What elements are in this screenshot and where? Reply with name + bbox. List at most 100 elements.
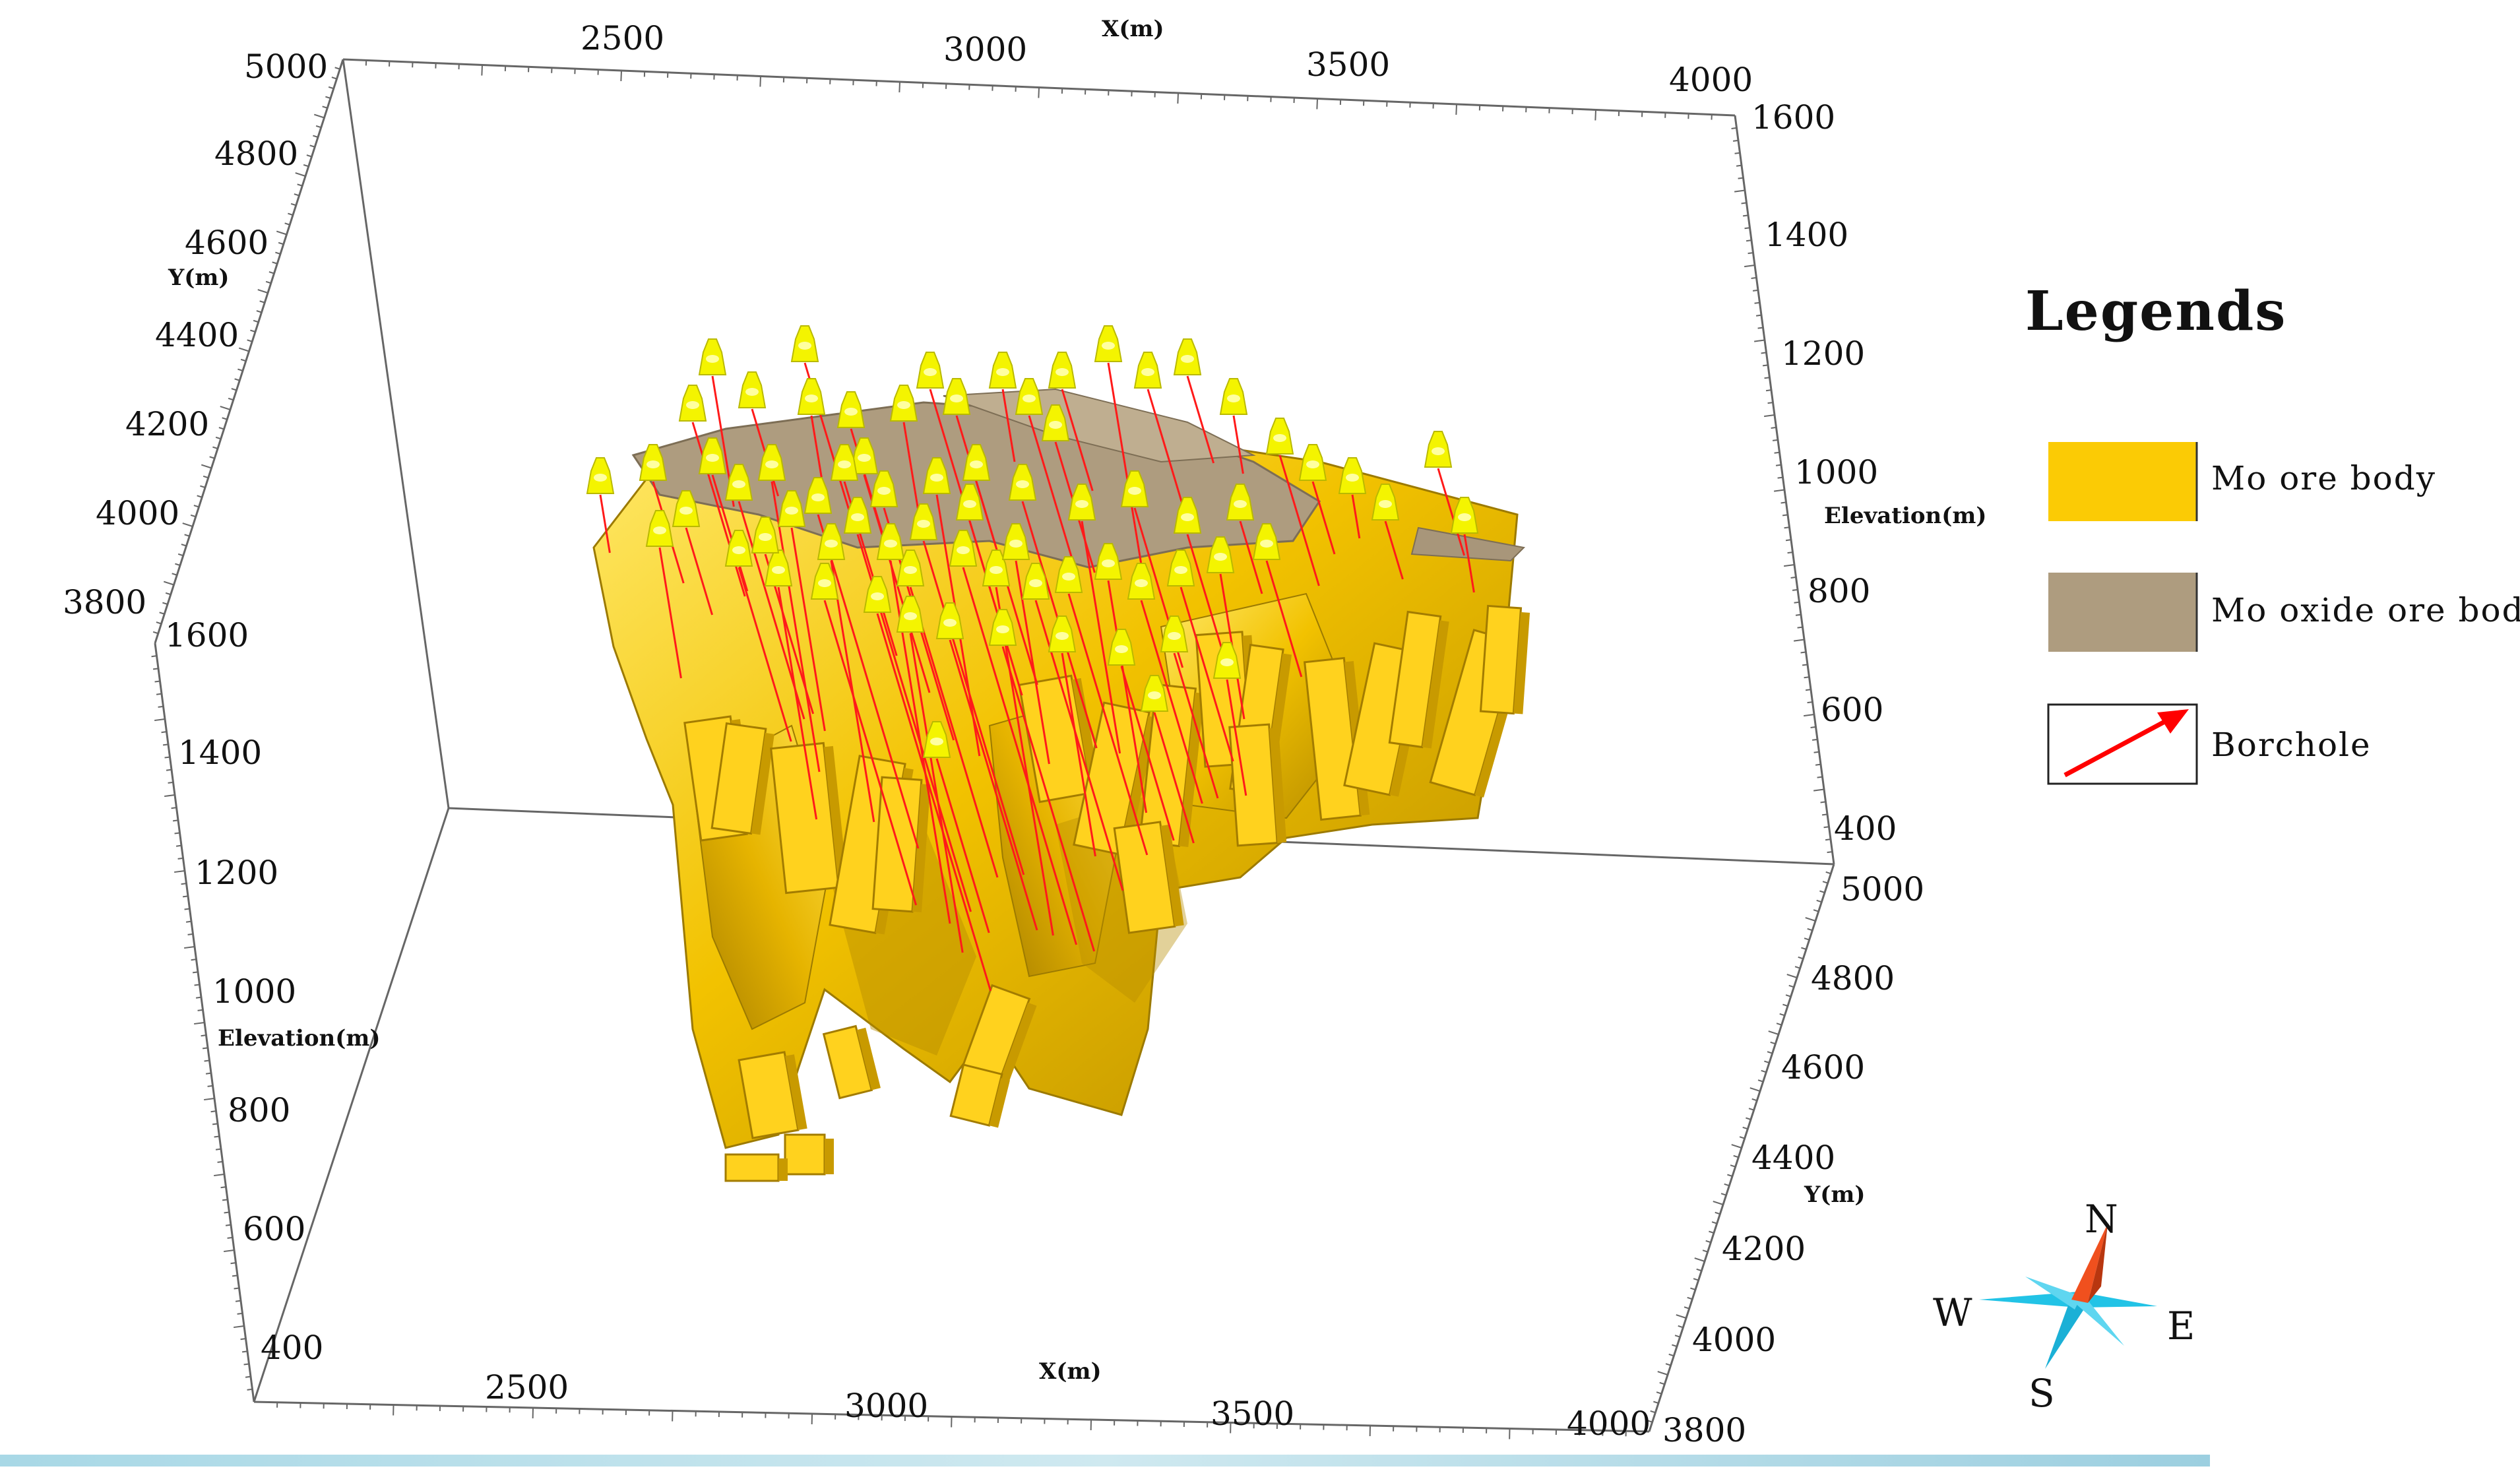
frame-tick bbox=[173, 820, 178, 821]
drill-collar-highlight bbox=[1220, 658, 1234, 666]
drill-collar-highlight bbox=[1135, 579, 1148, 587]
frame-tick bbox=[899, 82, 900, 92]
frame-tick bbox=[178, 554, 183, 555]
frame-tick bbox=[181, 544, 187, 546]
frame-tick bbox=[1758, 1080, 1763, 1081]
drill-collar-highlight bbox=[957, 546, 970, 554]
z-tick-label-right: 1600 bbox=[1751, 98, 1835, 137]
drill-collar-highlight bbox=[1023, 394, 1036, 402]
drill-collar-highlight bbox=[646, 460, 660, 468]
frame-tick bbox=[197, 495, 203, 497]
frame-tick bbox=[1804, 714, 1814, 716]
frame-tick bbox=[1651, 1411, 1656, 1412]
z-tick-label-left: 1200 bbox=[195, 854, 278, 892]
x-tick-label-top: 2500 bbox=[581, 19, 664, 57]
frame-tick bbox=[1690, 1288, 1695, 1290]
frame-tick bbox=[222, 418, 228, 419]
frame-tick bbox=[1456, 104, 1457, 115]
frame-tick bbox=[1746, 1118, 1751, 1120]
frame-tick bbox=[1712, 1222, 1717, 1223]
frame-tick bbox=[1806, 689, 1811, 690]
x-tick-label-bottom: 2500 bbox=[485, 1368, 569, 1406]
frame-tick bbox=[1754, 340, 1765, 342]
frame-tick bbox=[1706, 1241, 1711, 1242]
frame-tick bbox=[1806, 918, 1815, 921]
frame-tick bbox=[1774, 490, 1784, 491]
z-tick-label-left: 400 bbox=[261, 1329, 323, 1367]
drill-collar-highlight bbox=[1075, 500, 1088, 508]
frame-tick bbox=[188, 934, 193, 935]
frame-tick bbox=[160, 612, 165, 614]
frame-tick bbox=[1804, 938, 1810, 939]
frame-tick bbox=[316, 126, 321, 127]
frame-tick bbox=[175, 833, 180, 834]
frame-tick bbox=[1734, 1156, 1739, 1157]
frame-tick bbox=[1595, 110, 1596, 121]
frame-tick bbox=[1787, 974, 1797, 978]
frame-tick bbox=[196, 997, 201, 998]
legend-swatch-mo-oxide bbox=[2048, 573, 2197, 652]
frame-tick bbox=[1672, 1345, 1677, 1346]
frame-tick bbox=[191, 515, 196, 517]
frame-tick bbox=[1727, 1175, 1732, 1176]
frame-tick bbox=[298, 184, 303, 185]
frame-tick bbox=[313, 136, 318, 137]
frame-tick bbox=[253, 321, 259, 322]
frame-tick bbox=[1771, 427, 1777, 428]
drill-collar-highlight bbox=[653, 526, 666, 534]
frame-tick bbox=[276, 232, 286, 235]
frame-tick bbox=[1697, 1269, 1702, 1271]
drill-collar-highlight bbox=[1181, 513, 1194, 521]
frame-tick bbox=[194, 505, 199, 507]
frame-tick bbox=[247, 340, 253, 341]
frame-tick bbox=[236, 1301, 241, 1302]
drill-collar-highlight bbox=[996, 368, 1009, 376]
frame-tick bbox=[1678, 1326, 1684, 1327]
frame-tick bbox=[332, 77, 337, 79]
frame-tick bbox=[1660, 1383, 1665, 1384]
y-axis-title-right: Y(m) bbox=[1804, 1182, 1865, 1208]
y-tick-label-left: 4200 bbox=[125, 405, 209, 443]
legend-label-mo-ore: Mo ore body bbox=[2211, 459, 2436, 497]
drill-collar-highlight bbox=[851, 513, 864, 521]
frame-tick bbox=[323, 106, 328, 108]
frame-tick bbox=[165, 757, 170, 758]
legend-label-mo-oxide: Mo oxide ore body bbox=[2211, 591, 2520, 629]
y-tick-label-right: 5000 bbox=[1841, 870, 1924, 908]
frame-tick bbox=[1743, 215, 1748, 216]
ore-slab bbox=[785, 1135, 825, 1174]
frame-tick bbox=[1735, 153, 1740, 154]
y-tick-label-left: 3800 bbox=[63, 583, 146, 621]
frame-tick bbox=[1744, 265, 1755, 267]
drill-collar-highlight bbox=[930, 474, 943, 482]
frame-tick bbox=[222, 1199, 228, 1200]
frame-tick bbox=[1813, 910, 1819, 911]
frame-tick bbox=[235, 379, 240, 380]
y-tick-label-left: 4000 bbox=[96, 494, 179, 532]
frame-tick bbox=[178, 858, 183, 859]
drill-collar-highlight bbox=[1055, 632, 1069, 640]
z-tick-label-left: 1600 bbox=[165, 616, 249, 654]
drill-collar-highlight bbox=[759, 533, 772, 541]
x-tick-label-top: 4000 bbox=[1669, 61, 1753, 99]
frame-tick bbox=[1734, 191, 1745, 192]
frame-tick bbox=[1761, 1071, 1767, 1072]
frame-tick bbox=[314, 115, 324, 118]
frame-tick bbox=[1784, 565, 1794, 566]
frame-tick bbox=[198, 1010, 203, 1011]
drill-collar-highlight bbox=[1260, 540, 1273, 548]
frame-tick bbox=[216, 1149, 221, 1150]
frame-tick bbox=[335, 67, 340, 69]
frame-tick bbox=[1802, 664, 1808, 665]
frame-tick bbox=[211, 1111, 216, 1112]
frame-tick bbox=[1817, 900, 1822, 902]
drill-collar-highlight bbox=[1174, 566, 1187, 574]
frame-tick bbox=[278, 243, 284, 244]
frame-tick bbox=[181, 883, 187, 884]
drill-collar-highlight bbox=[772, 566, 785, 574]
frame-tick bbox=[224, 1250, 234, 1251]
frame-tick bbox=[237, 369, 243, 371]
drill-collar-highlight bbox=[818, 579, 831, 587]
